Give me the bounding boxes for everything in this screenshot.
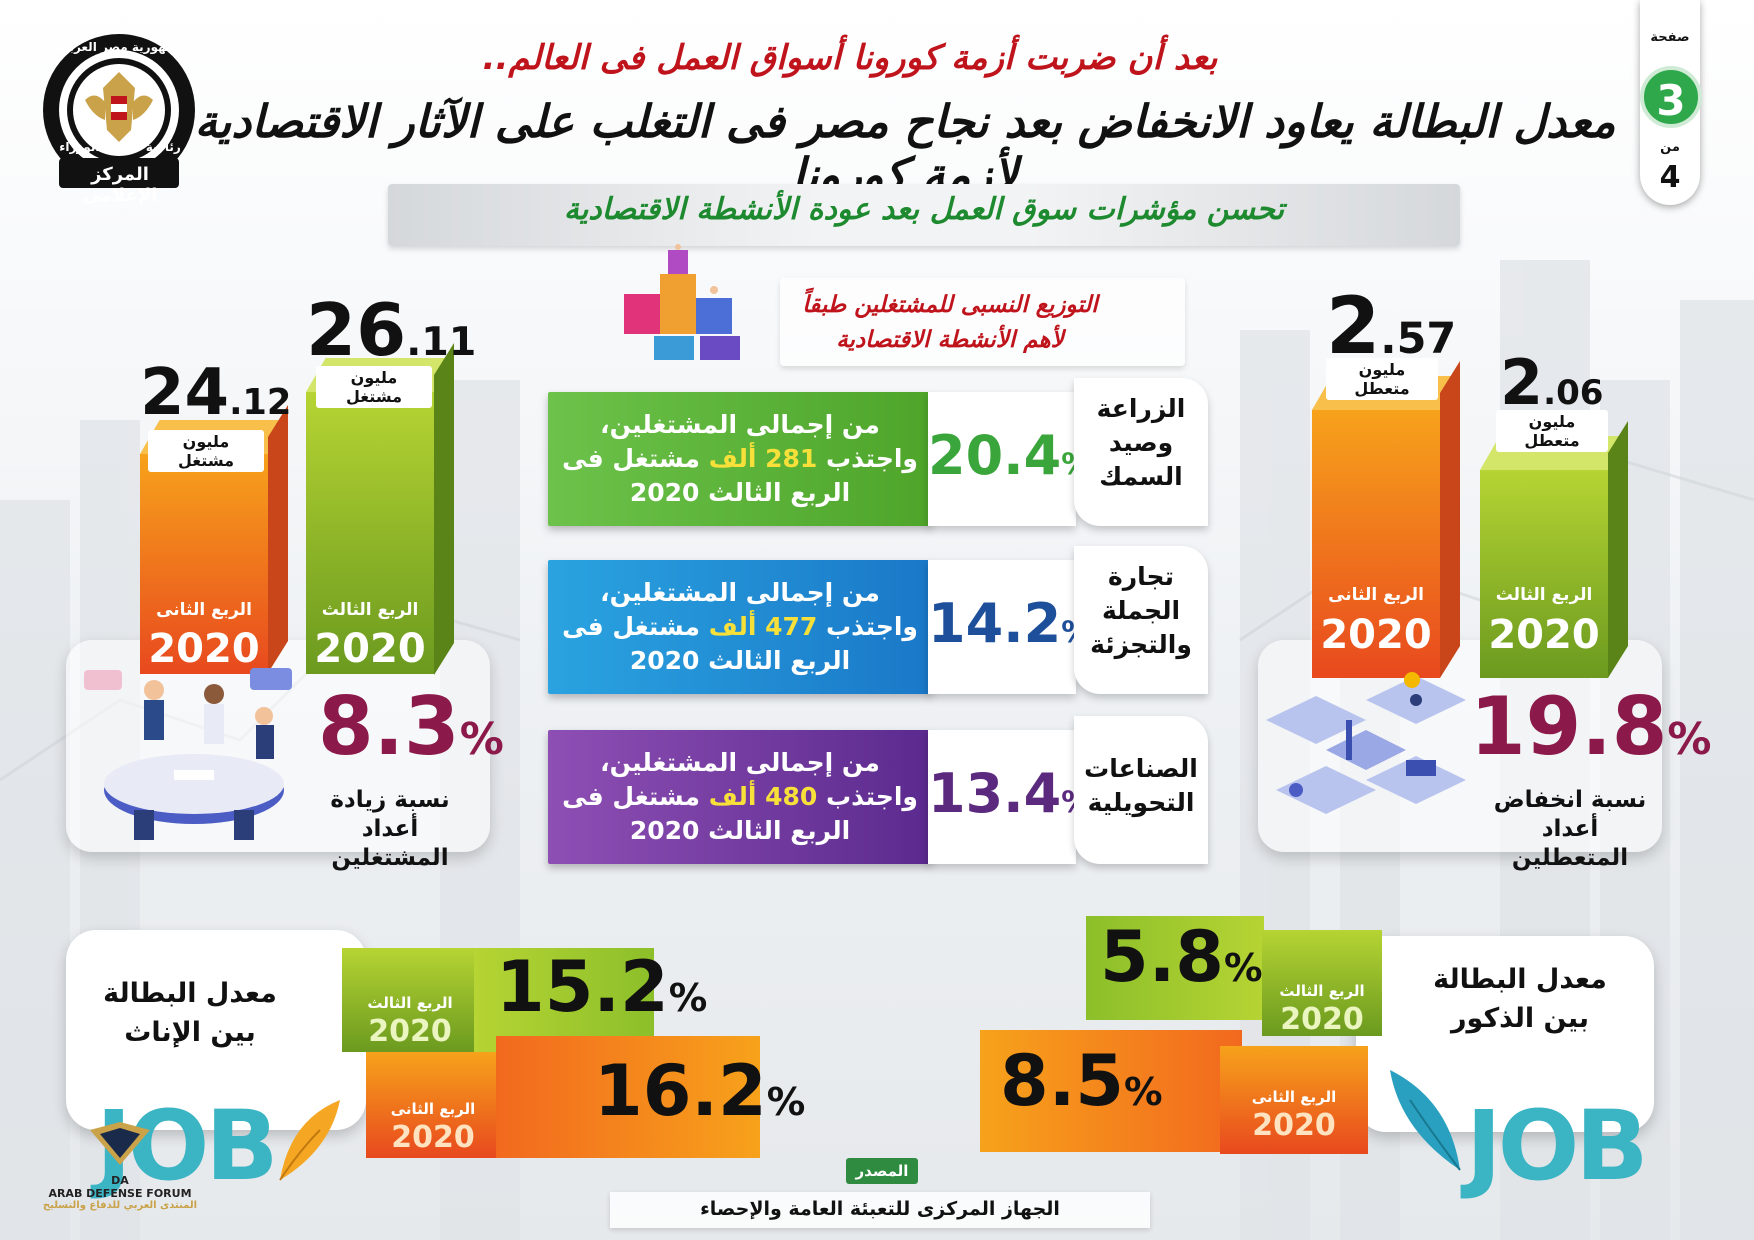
male-q2-value: 8.5% [1000,1040,1163,1122]
source-text: الجهاز المركزى للتعبئة العامة والإحصاء [700,1198,1060,1220]
employed-q3-value: 26.11 [306,288,477,372]
logo-arc-bottom: رئاسة مجلس الوزراء [59,140,181,154]
distribution-title: التوزيع النسبى للمشتغلين طبقاً لأهم الأنش… [802,292,1098,353]
page-of-label: من [1660,140,1680,155]
sector-row-agriculture-desc: من إجمالى المشتغلين، واجتذب 281 ألف مشتغ… [548,392,932,526]
male-q3-tab [1262,930,1382,1036]
employed-q2-year: 2020 [148,626,260,672]
male-q3-quarter: الربع الثالث [1279,982,1365,1000]
unemployed-q2-bar [1312,410,1440,678]
sector-row-manufacturing-pct: 13.4% [928,762,1091,825]
female-rate-panel [66,930,366,1130]
female-q3-value: 15.2% [496,946,708,1028]
female-q2-value-box [496,1036,760,1158]
employed-q3-bar [306,392,434,674]
media-center-logo [43,34,195,188]
female-q2-quarter: الربع الثانى [390,1100,476,1118]
sector-row-agriculture-label: الزراعة وصيد السمك [1096,394,1186,491]
female-q3-quarter: الربع الثالث [367,994,453,1012]
unemployed-q3-quarter: الربع الثالث [1495,585,1593,605]
unemployed-q2-bar-side [1440,360,1460,678]
unemployed-q2-quarter: الربع الثانى [1328,585,1424,605]
female-q2-tab [366,1052,500,1158]
employed-q3-year: 2020 [314,626,426,672]
sector-row-trade-pct: 14.2% [928,592,1091,655]
meeting-illustration [84,668,292,840]
watermark-abbr: DA [111,1174,129,1187]
sector-row-trade-pct-box [928,560,1076,694]
source-label: المصدر [846,1158,918,1184]
unemployed-q2-value: 2.57 [1326,282,1457,372]
subtitle-bar [388,184,1460,246]
sector-row-manufacturing-desc: من إجمالى المشتغلين، واجتذب 480 ألف مشتغ… [548,730,932,864]
male-q2-tab [1220,1046,1368,1154]
sector-row-manufacturing-label-box [1074,716,1208,864]
sector-row-trade-desc: من إجمالى المشتغلين، واجتذب 477 ألف مشتغ… [548,560,932,694]
unemployed-q3-bar [1480,470,1608,678]
page-number: 3 [1640,66,1702,128]
job-word-right: JOB [1466,1090,1648,1202]
unemployed-q3-year: 2020 [1488,612,1600,658]
source-bar [610,1192,1150,1228]
distribution-title-box [780,278,1185,366]
sector-row-manufacturing-pct-box [928,730,1076,864]
sector-row-manufacturing-label: الصناعات التحويلية [1084,754,1198,817]
male-q3-value-box [1086,916,1264,1020]
sector-row-trade-label-box [1074,546,1208,694]
watermark: DA ARAB DEFENSE FORUM المنتدى العربي للد… [40,1120,200,1211]
male-q3-year: 2020 [1280,1002,1364,1037]
headline-main: معدل البطالة يعاود الانخفاض بعد نجاح مصر… [194,95,1616,201]
employed-q3-quarter: الربع الثالث [321,600,419,620]
workspace-illustration [1266,672,1466,814]
employed-q2-bar-side [268,404,288,673]
female-rate-title: معدل البطالة بين الإناث [103,978,277,1049]
watermark-name-en: ARAB DEFENSE FORUM [48,1187,192,1200]
employed-q3-unit: مليون مشتغل [316,366,432,408]
page-total: 4 [1659,160,1681,195]
male-q3-value: 5.8% [1100,916,1263,998]
unemployed-q2-unit: مليون متعطل [1326,358,1438,400]
female-q3-year: 2020 [368,1014,452,1049]
female-q3-value-box [474,948,654,1052]
unemployed-change-pct: 19.8% [1470,680,1712,773]
headline-top: بعد أن ضربت أزمة كورونا أسواق العمل فى ا… [482,38,1218,78]
unemployed-change-note: نسبة انخفاض أعداد المتعطلين [1493,787,1647,871]
employed-q2-bar [140,454,268,674]
sector-row-agriculture-pct-box [928,392,1076,526]
page-label: صفحة [1650,30,1690,45]
sector-row-agriculture-pct: 20.4% [928,424,1091,487]
watermark-emblem-icon [90,1122,150,1165]
sector-row-trade-label: تجارة الجملة والتجزئة [1090,562,1192,659]
logo-arc-top: جمهورية مصر العربية [57,40,183,54]
male-q2-value-box [980,1030,1242,1152]
unemployed-q3-bar-side [1608,420,1628,678]
male-q2-quarter: الربع الثانى [1251,1088,1337,1106]
employed-q2-unit: مليون مشتغل [148,430,264,472]
blocks-illustration [624,244,740,360]
unemployed-q2-year: 2020 [1320,612,1432,658]
unemployed-q3-value: 2.06 [1500,346,1604,419]
employed-change-pct: 8.3% [318,680,504,773]
employed-change-note: نسبة زيادة أعداد المشتغلين [330,787,450,871]
employed-q2-value: 24.12 [140,356,292,430]
watermark-name-ar: المنتدى العربي للدفاع والتسليح [42,1200,198,1211]
female-q3-tab [342,948,478,1052]
male-rate-title: معدل البطالة بين الذكور [1433,964,1607,1035]
employed-q2-quarter: الربع الثانى [156,600,252,620]
male-q2-year: 2020 [1252,1108,1336,1143]
subtitle: تحسن مؤشرات سوق العمل بعد عودة الأنشطة ا… [563,192,1285,227]
female-q2-year: 2020 [391,1120,475,1155]
logo-ribbon: المركز الإعلامى [82,164,158,206]
leaf-decor-left [279,1100,340,1181]
female-q2-value: 16.2% [594,1050,806,1132]
leaf-decor-right [1390,1070,1461,1171]
sector-row-agriculture-label-box [1074,378,1208,526]
unemployed-q3-unit: مليون متعطل [1496,410,1608,452]
employed-q3-bar-side [434,342,454,675]
